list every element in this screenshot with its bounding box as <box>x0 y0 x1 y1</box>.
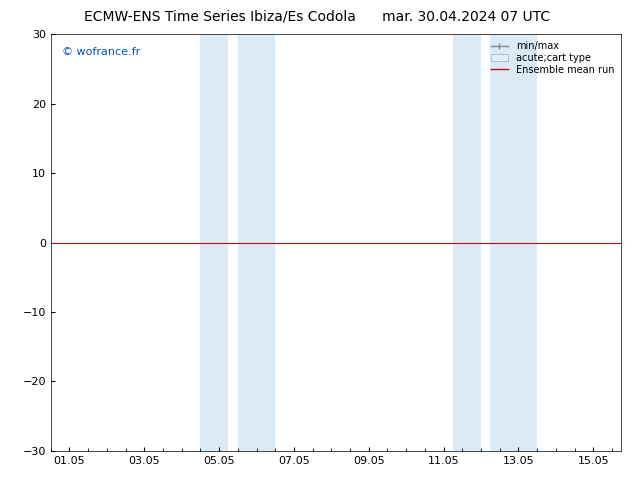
Bar <box>238 34 275 451</box>
Bar <box>200 34 228 451</box>
Legend: min/max, acute;cart type, Ensemble mean run: min/max, acute;cart type, Ensemble mean … <box>489 39 616 77</box>
Text: © wofrance.fr: © wofrance.fr <box>62 47 140 57</box>
Bar <box>453 34 481 451</box>
Bar <box>490 34 537 451</box>
Text: ECMW-ENS Time Series Ibiza/Es Codola      mar. 30.04.2024 07 UTC: ECMW-ENS Time Series Ibiza/Es Codola mar… <box>84 10 550 24</box>
